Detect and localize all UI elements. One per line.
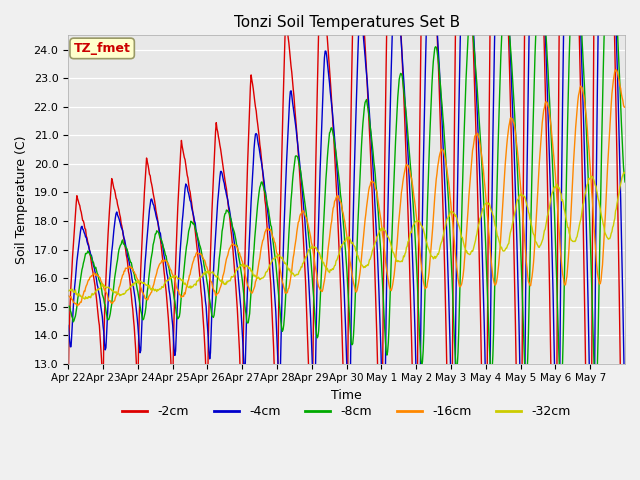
-16cm xyxy=(233,244,241,250)
Title: Tonzi Soil Temperatures Set B: Tonzi Soil Temperatures Set B xyxy=(234,15,460,30)
-16cm xyxy=(74,303,81,309)
-32cm xyxy=(233,267,241,273)
-32cm xyxy=(621,170,629,176)
-32cm xyxy=(282,260,289,266)
X-axis label: Time: Time xyxy=(332,389,362,402)
-4cm xyxy=(130,285,138,291)
-8cm xyxy=(404,131,412,137)
-2cm xyxy=(64,396,72,402)
-16cm xyxy=(621,104,629,110)
-8cm xyxy=(592,392,600,398)
-32cm xyxy=(405,238,413,244)
-16cm xyxy=(64,293,72,299)
-16cm xyxy=(260,233,268,239)
-32cm xyxy=(436,245,444,251)
-4cm xyxy=(435,61,443,67)
-4cm xyxy=(260,174,268,180)
Text: TZ_fmet: TZ_fmet xyxy=(74,42,131,55)
Line: -2cm: -2cm xyxy=(68,0,625,480)
-8cm xyxy=(232,237,240,243)
-16cm xyxy=(282,290,289,296)
-8cm xyxy=(435,66,443,72)
-16cm xyxy=(436,151,444,157)
-32cm xyxy=(64,288,72,294)
Legend: -2cm, -4cm, -8cm, -16cm, -32cm: -2cm, -4cm, -8cm, -16cm, -32cm xyxy=(117,400,576,423)
-8cm xyxy=(64,303,72,309)
-2cm xyxy=(281,51,289,57)
-2cm xyxy=(435,83,443,89)
-8cm xyxy=(621,179,629,185)
-32cm xyxy=(260,274,268,279)
Y-axis label: Soil Temperature (C): Soil Temperature (C) xyxy=(15,135,28,264)
-4cm xyxy=(621,407,629,413)
-8cm xyxy=(281,313,289,319)
-2cm xyxy=(404,208,412,214)
-16cm xyxy=(612,67,620,72)
-2cm xyxy=(232,284,240,290)
Line: -16cm: -16cm xyxy=(68,70,625,306)
-16cm xyxy=(131,269,138,275)
-4cm xyxy=(232,252,240,258)
-8cm xyxy=(260,184,268,190)
-32cm xyxy=(620,169,628,175)
-32cm xyxy=(81,296,89,302)
Line: -8cm: -8cm xyxy=(68,0,625,395)
-2cm xyxy=(130,316,138,322)
-16cm xyxy=(405,163,413,169)
-2cm xyxy=(260,178,268,183)
Line: -32cm: -32cm xyxy=(68,172,625,299)
Line: -4cm: -4cm xyxy=(68,0,625,480)
-32cm xyxy=(131,280,138,286)
-4cm xyxy=(404,150,412,156)
-4cm xyxy=(281,211,289,217)
-4cm xyxy=(64,323,72,328)
-8cm xyxy=(130,269,138,275)
